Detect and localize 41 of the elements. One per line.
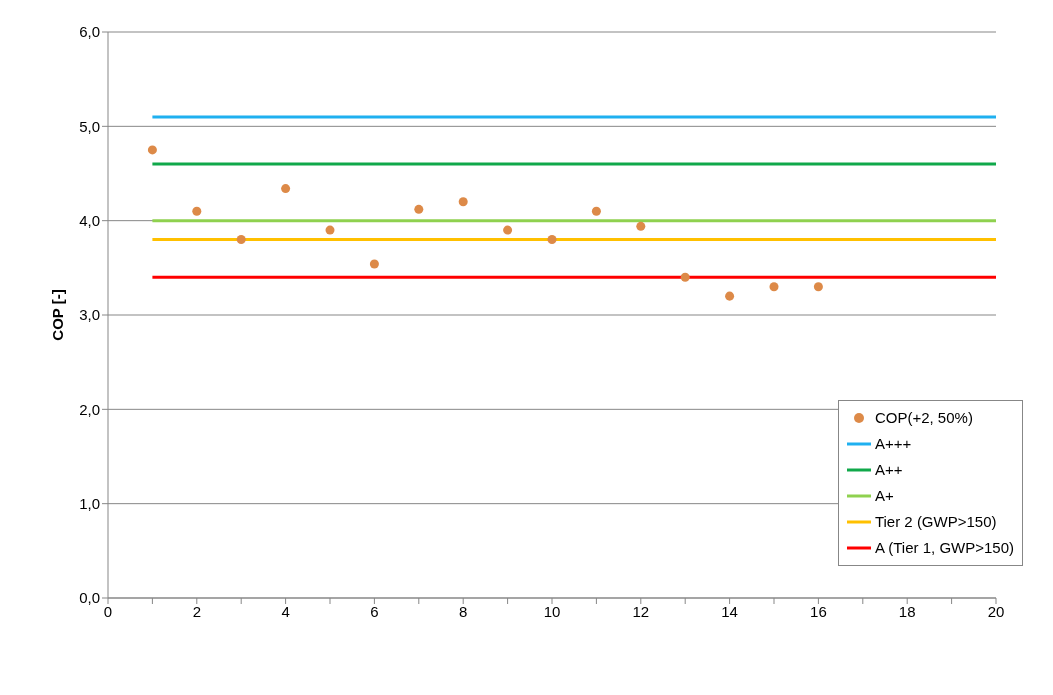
point bbox=[769, 282, 779, 292]
legend-label: A+++ bbox=[874, 434, 912, 454]
x-tick-label: 20 bbox=[987, 602, 1005, 620]
legend-label: A (Tier 1, GWP>150) bbox=[874, 538, 1014, 558]
legend-label: A+ bbox=[874, 486, 894, 506]
point bbox=[192, 206, 202, 216]
legend-label: A++ bbox=[874, 460, 903, 480]
point bbox=[236, 235, 246, 245]
x-tick-label: 14 bbox=[721, 602, 738, 620]
y-tick-label: 1,0 bbox=[79, 494, 100, 512]
point bbox=[458, 197, 468, 207]
point bbox=[636, 221, 646, 231]
x-tick-label: 0 bbox=[103, 602, 113, 620]
y-tick-label: 5,0 bbox=[79, 117, 100, 135]
point bbox=[591, 206, 601, 216]
point bbox=[725, 291, 735, 301]
y-axis-title: COP [-] bbox=[49, 289, 67, 341]
x-tick-label: 10 bbox=[543, 602, 561, 620]
point bbox=[503, 225, 513, 235]
x-tick-label: 4 bbox=[281, 602, 290, 620]
legend-label: COP(+2, 50%) bbox=[874, 408, 973, 428]
point bbox=[147, 145, 157, 155]
point bbox=[813, 282, 823, 292]
point bbox=[369, 259, 379, 269]
x-tick-label: 2 bbox=[192, 602, 201, 620]
point bbox=[281, 184, 291, 194]
x-tick-label: 6 bbox=[370, 602, 379, 620]
point bbox=[680, 272, 690, 282]
x-tick-label: 18 bbox=[898, 602, 916, 620]
x-tick-label: 8 bbox=[459, 602, 468, 620]
y-tick-label: 2,0 bbox=[79, 400, 100, 418]
x-tick-label: 12 bbox=[632, 602, 650, 620]
y-tick-label: 3,0 bbox=[79, 306, 100, 324]
y-tick-label: 6,0 bbox=[79, 23, 100, 41]
point bbox=[325, 225, 335, 235]
legend-label: Tier 2 (GWP>150) bbox=[874, 512, 997, 532]
point bbox=[547, 235, 557, 245]
y-tick-label: 0,0 bbox=[79, 589, 100, 607]
y-tick-label: 4,0 bbox=[79, 211, 100, 229]
x-tick-label: 16 bbox=[810, 602, 827, 620]
point bbox=[414, 204, 424, 214]
